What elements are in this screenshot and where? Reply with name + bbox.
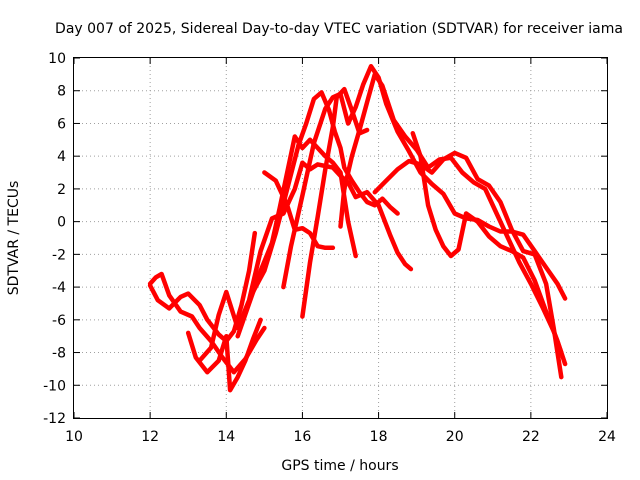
chart-title: Day 007 of 2025, Sidereal Day-to-day VTE… xyxy=(55,21,623,37)
y-axis-tick-labels: -12 -10 -8 -6 -4 -2 0 2 4 6 8 10 xyxy=(43,51,66,427)
x-tick-label: 20 xyxy=(446,429,464,445)
x-tick-label: 14 xyxy=(217,429,235,445)
y-tick-label: 6 xyxy=(57,116,66,132)
y-tick-label: -2 xyxy=(52,247,66,263)
x-axis-tick-labels: 10 12 14 16 18 20 22 24 xyxy=(65,429,616,445)
x-tick-label: 18 xyxy=(370,429,388,445)
x-tick-label: 10 xyxy=(65,429,83,445)
y-axis-label: SDTVAR / TECUs xyxy=(6,181,22,296)
y-tick-label: -8 xyxy=(52,346,66,362)
y-tick-label: -10 xyxy=(43,378,66,394)
y-tick-label: -4 xyxy=(52,280,66,296)
plot-frame xyxy=(73,57,608,419)
x-axis-label: GPS time / hours xyxy=(281,458,398,474)
series-trace-f xyxy=(250,90,400,295)
y-tick-label: -6 xyxy=(52,313,66,329)
y-tick-label: 8 xyxy=(57,84,66,100)
y-tick-label: 0 xyxy=(57,215,66,231)
series-trace-j xyxy=(338,72,564,355)
data-traces xyxy=(147,63,568,393)
series-trace-l xyxy=(410,131,568,367)
y-tick-label: -12 xyxy=(43,411,66,427)
series-trace-e xyxy=(235,134,358,339)
y-tick-label: 2 xyxy=(57,182,66,198)
series-trace-k xyxy=(372,150,564,380)
x-tick-label: 24 xyxy=(598,429,616,445)
series-trace-g xyxy=(262,170,336,251)
y-tick-label: 4 xyxy=(57,149,66,165)
x-tick-label: 12 xyxy=(141,429,159,445)
series-trace-c xyxy=(185,317,263,393)
series-trace-i xyxy=(300,86,370,319)
grid xyxy=(74,58,607,418)
series-trace-d xyxy=(197,160,414,363)
y-tick-label: 10 xyxy=(48,51,66,67)
x-tick-label: 16 xyxy=(294,429,312,445)
axis-ticks xyxy=(73,57,608,419)
series-trace-b xyxy=(147,230,258,344)
x-tick-label: 22 xyxy=(522,429,540,445)
